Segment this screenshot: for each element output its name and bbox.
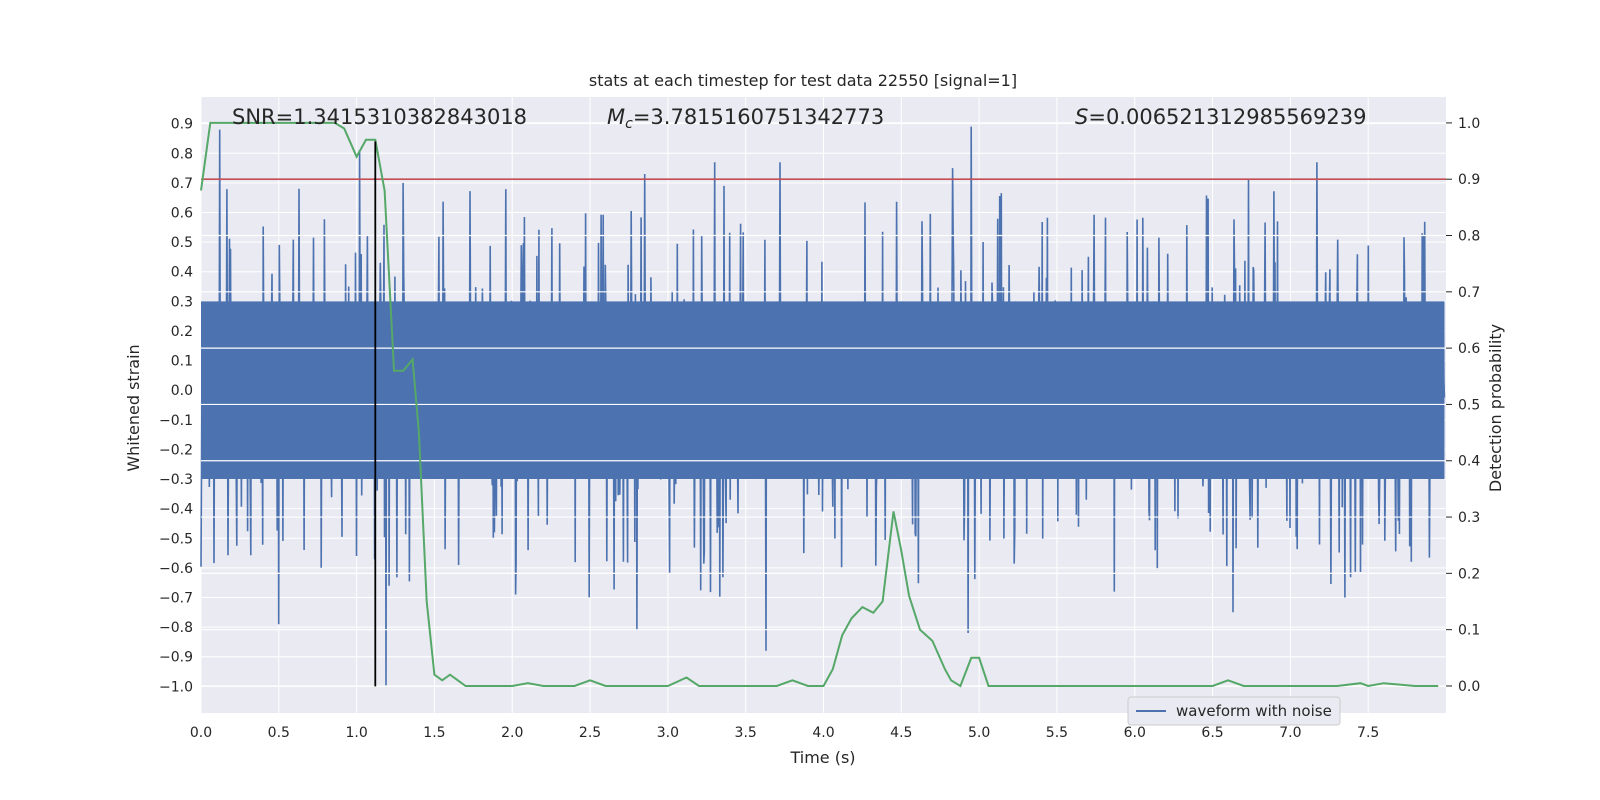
y-tick-label-left: 0.5: [171, 235, 193, 251]
y-tick-label-left: −0.3: [159, 472, 193, 488]
legend-label: waveform with noise: [1176, 702, 1332, 720]
s-symbol: S: [1075, 105, 1088, 129]
x-tick-label: 7.0: [1279, 725, 1301, 741]
x-tick-label: 0.5: [268, 725, 290, 741]
mc-symbol: M: [607, 105, 625, 129]
annotations: SNR=1.3415310382843018 Mc=3.781516075134…: [232, 105, 1366, 132]
y-tick-label-left: −0.9: [159, 650, 193, 666]
y-tick-label-right: 0.2: [1458, 566, 1480, 582]
y-tick-label-left: 0.1: [171, 354, 193, 370]
probability-line: [200, 121, 1439, 688]
y-tick-label-left: 0.7: [171, 176, 193, 192]
x-tick-label: 7.5: [1357, 725, 1379, 741]
y-tick-label-left: 0.6: [171, 206, 193, 222]
y-axis-label-left: Whitened strain: [124, 344, 143, 471]
y-tick-label-left: 0.3: [171, 294, 193, 310]
y-tick-label-left: −0.1: [159, 413, 193, 429]
mc-value: =3.7815160751342773: [633, 105, 884, 129]
x-tick-label: 6.5: [1201, 725, 1223, 741]
x-tick-label: 5.5: [1046, 725, 1068, 741]
y-tick-label-right: 0.1: [1458, 623, 1480, 639]
x-tick-label: 1.0: [345, 725, 367, 741]
x-tick-label: 4.0: [812, 725, 834, 741]
y-tick-label-left: −0.5: [159, 531, 193, 547]
mc-annotation: Mc=3.7815160751342773: [607, 105, 884, 132]
waveform-series: [200, 122, 1446, 687]
y-tick-label-right: 1.0: [1458, 116, 1480, 132]
axis-ticks: 0.0 0.5 1.0 1.5 2.0 2.5 3.0 3.5 4.0 4.5 5.0 5.5 6.0 6…: [159, 116, 1480, 741]
x-tick-label: 2.5: [579, 725, 601, 741]
y-tick-label-right: 0.0: [1458, 679, 1480, 695]
s-annotation: S=0.006521312985569239: [1075, 105, 1366, 129]
x-tick-label: 5.0: [968, 725, 990, 741]
y-tick-label-left: −0.4: [159, 502, 193, 518]
y-tick-label-right: 0.8: [1458, 229, 1480, 245]
x-tick-label: 0.0: [190, 725, 212, 741]
y-tick-label-left: −1.0: [159, 679, 193, 695]
x-tick-label: 4.5: [890, 725, 912, 741]
y-tick-label-left: 0.4: [171, 265, 193, 281]
y-tick-label-left: 0.8: [171, 146, 193, 162]
legend-box: [1127, 696, 1341, 726]
y-tick-label-left: 0.2: [171, 324, 193, 340]
y-tick-label-left: −0.6: [159, 561, 193, 577]
x-tick-label: 6.0: [1124, 725, 1146, 741]
y-tick-label-right: 0.9: [1458, 172, 1480, 188]
y-tick-label-right: 0.5: [1458, 397, 1480, 413]
probability-series: [200, 121, 1446, 688]
y-tick-label-left: −0.7: [159, 591, 193, 607]
chart-title: stats at each timestep for test data 225…: [589, 71, 1017, 90]
s-value: =0.006521312985569239: [1088, 105, 1366, 129]
x-tick-label: 3.0: [657, 725, 679, 741]
legend: waveform with noise: [1127, 696, 1341, 726]
y-tick-label-left: 0.9: [171, 117, 193, 133]
waveform-core: [201, 301, 1445, 480]
y-tick-label-left: −0.2: [159, 442, 193, 458]
x-tick-label: 2.0: [501, 725, 523, 741]
y-tick-label-left: −0.8: [159, 620, 193, 636]
y-axis-label-right: Detection probability: [1486, 324, 1505, 492]
y-tick-label-right: 0.6: [1458, 341, 1480, 357]
x-tick-label: 1.5: [423, 725, 445, 741]
mc-subscript: c: [625, 116, 633, 132]
y-tick-label-right: 0.7: [1458, 285, 1480, 301]
x-axis-label: Time (s): [789, 748, 855, 767]
x-tick-label: 3.5: [735, 725, 757, 741]
snr-annotation: SNR=1.3415310382843018: [232, 105, 527, 129]
y-tick-label-right: 0.4: [1458, 454, 1480, 470]
y-tick-label-right: 0.3: [1458, 510, 1480, 526]
y-tick-label-left: 0.0: [171, 383, 193, 399]
